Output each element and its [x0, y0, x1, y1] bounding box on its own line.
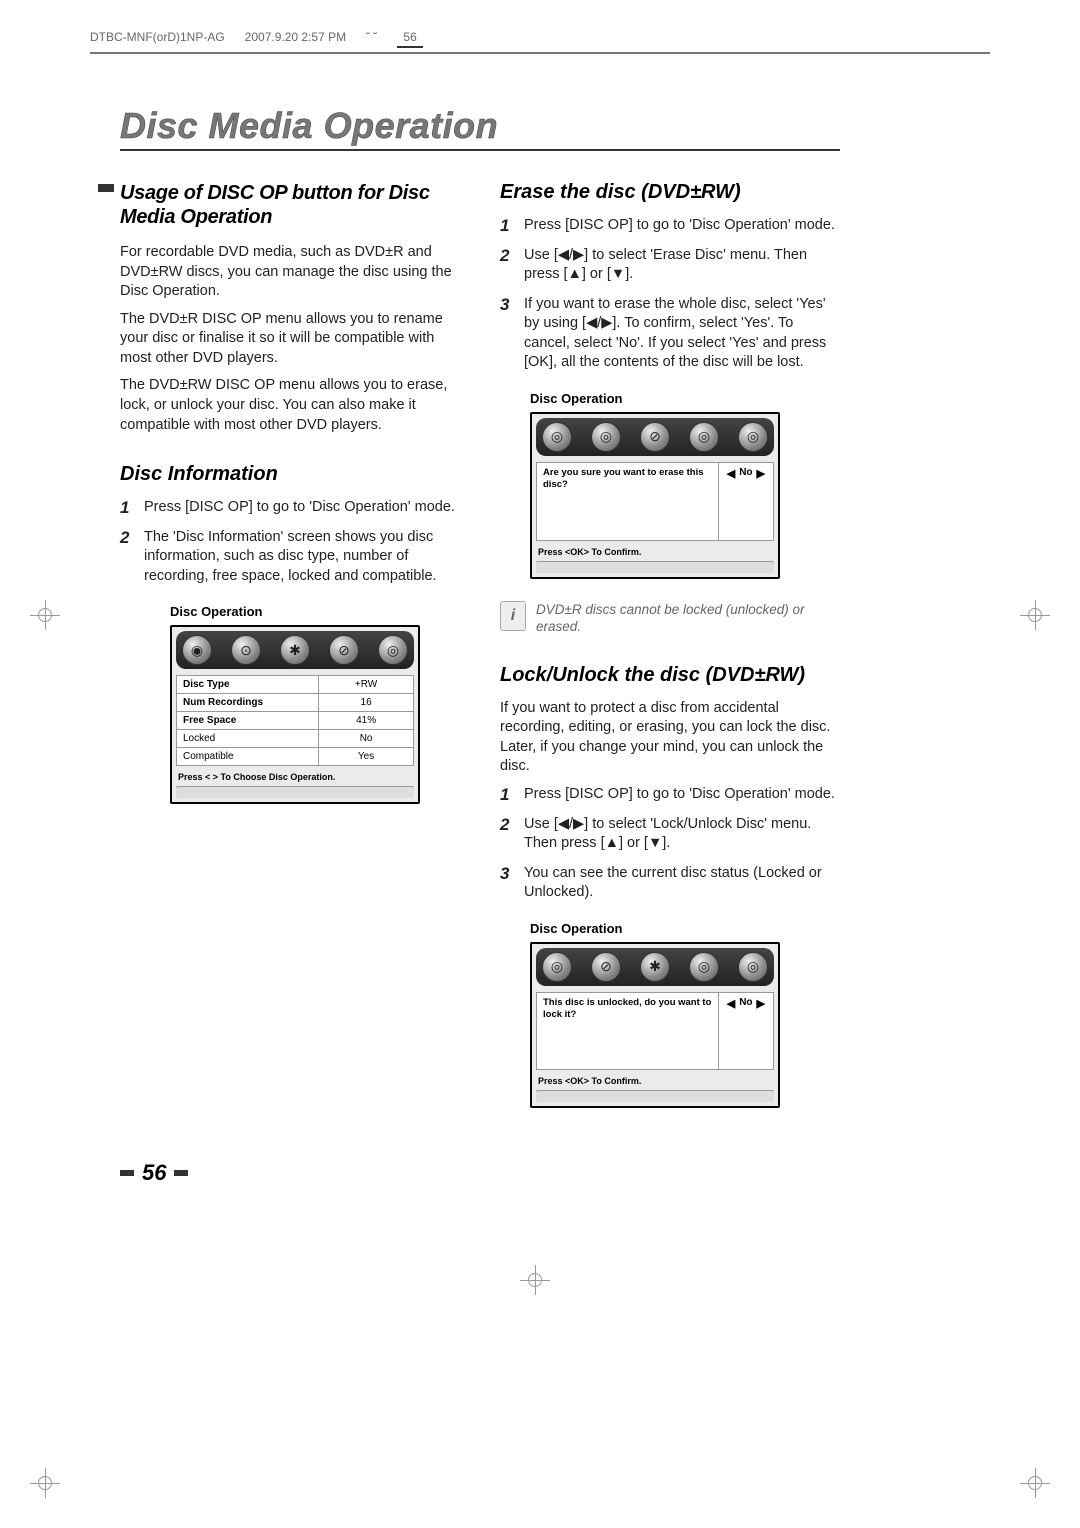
table-row: Disc Type+RW [177, 676, 414, 694]
disc-operation-panel-lock: Disc Operation ◎ ⊘ ✱ ◎ ◎ This disc is un… [530, 921, 780, 1109]
disc-op-icon: ◎ [738, 952, 768, 982]
section-title-lock: Lock/Unlock the disc (DVD±RW) [500, 664, 840, 687]
panel-footer: Press <OK> To Confirm. [536, 1070, 774, 1088]
confirm-row: Are you sure you want to erase this disc… [536, 462, 774, 541]
timestamp: 2007.9.20 2:57 PM [245, 30, 346, 44]
icon-row: ◎ ◎ ⊘ ◎ ◎ [536, 418, 774, 456]
info-icon: i [500, 601, 526, 631]
step: You can see the current disc status (Loc… [500, 864, 840, 903]
confirm-choice: ◀ No ▶ [719, 463, 773, 540]
disc-info-table: Disc Type+RW Num Recordings16 Free Space… [176, 675, 414, 766]
crop-mark [1020, 1468, 1050, 1498]
page-content: Disc Media Operation Usage of DISC OP bu… [120, 105, 840, 1108]
para: The DVD±RW DISC OP menu allows you to er… [120, 376, 460, 435]
panel-bottombar [536, 561, 774, 573]
marks: ˘ ˘ [366, 30, 377, 44]
steps-list: Press [DISC OP] to go to 'Disc Operation… [120, 498, 460, 586]
confirm-row: This disc is unlocked, do you want to lo… [536, 992, 774, 1071]
icon-row: ◉ ⊙ ✱ ⊘ ◎ [176, 631, 414, 669]
crop-mark [30, 600, 60, 630]
left-arrow-icon: ◀ [727, 997, 735, 1010]
disc-op-icon: ◎ [738, 422, 768, 452]
right-arrow-icon: ▶ [757, 997, 765, 1010]
disc-op-icon: ◎ [542, 422, 572, 452]
right-arrow-icon: ▶ [757, 467, 765, 480]
page-number: 56 [120, 1160, 188, 1186]
panel-footer: Press < > To Choose Disc Operation. [176, 766, 414, 784]
step: Use [◀/▶] to select 'Lock/Unlock Disc' m… [500, 815, 840, 854]
file-tag: DTBC-MNF(orD)1NP-AG [90, 30, 225, 44]
panel-label: Disc Operation [530, 921, 780, 936]
step: The 'Disc Information' screen shows you … [120, 528, 460, 587]
disc-lock-icon: ◎ [689, 952, 719, 982]
page-header: DTBC-MNF(orD)1NP-AG 2007.9.20 2:57 PM ˘ … [90, 30, 990, 54]
chapter-title: Disc Media Operation [120, 105, 840, 151]
table-row: LockedNo [177, 730, 414, 748]
disc-op-icon: ✱ [640, 952, 670, 982]
disc-info-icon: ◉ [182, 635, 212, 665]
panel-label: Disc Operation [170, 604, 420, 619]
disc-op-icon: ✱ [280, 635, 310, 665]
disc-op-icon: ◎ [689, 422, 719, 452]
left-arrow-icon: ◀ [727, 467, 735, 480]
steps-list: Press [DISC OP] to go to 'Disc Operation… [500, 216, 840, 373]
step: Use [◀/▶] to select 'Erase Disc' menu. T… [500, 246, 840, 285]
step: Press [DISC OP] to go to 'Disc Operation… [120, 498, 460, 518]
icon-row: ◎ ⊘ ✱ ◎ ◎ [536, 948, 774, 986]
panel-footer: Press <OK> To Confirm. [536, 541, 774, 559]
dash-icon [174, 1170, 188, 1176]
disc-erase-icon: ⊘ [640, 422, 670, 452]
dash-icon [120, 1170, 134, 1176]
step: If you want to erase the whole disc, sel… [500, 295, 840, 373]
note-text: DVD±R discs cannot be locked (unlocked) … [536, 601, 840, 636]
disc-op-icon: ◎ [542, 952, 572, 982]
disc-erase-icon: ⊙ [231, 635, 261, 665]
note-box: i DVD±R discs cannot be locked (unlocked… [500, 601, 840, 636]
panel-label: Disc Operation [530, 391, 780, 406]
steps-list: Press [DISC OP] to go to 'Disc Operation… [500, 785, 840, 903]
para: For recordable DVD media, such as DVD±R … [120, 243, 460, 302]
right-column: Erase the disc (DVD±RW) Press [DISC OP] … [500, 181, 840, 1108]
para: The DVD±R DISC OP menu allows you to ren… [120, 310, 460, 369]
section-title-usage: Usage of DISC OP button for Disc Media O… [120, 181, 460, 229]
step: Press [DISC OP] to go to 'Disc Operation… [500, 216, 840, 236]
disc-operation-panel-erase: Disc Operation ◎ ◎ ⊘ ◎ ◎ Are you sure yo… [530, 391, 780, 579]
crop-mark [30, 1468, 60, 1498]
table-row: Num Recordings16 [177, 694, 414, 712]
panel-bottombar [536, 1090, 774, 1102]
crop-mark [1020, 600, 1050, 630]
disc-lock-icon: ⊘ [329, 635, 359, 665]
table-row: Free Space41% [177, 712, 414, 730]
confirm-choice: ◀ No ▶ [719, 993, 773, 1070]
disc-op-icon: ◎ [378, 635, 408, 665]
panel-bottombar [176, 786, 414, 798]
disc-op-icon: ⊘ [591, 952, 621, 982]
disc-op-icon: ◎ [591, 422, 621, 452]
disc-operation-panel: Disc Operation ◉ ⊙ ✱ ⊘ ◎ Disc Type+RW Nu… [170, 604, 420, 804]
crop-mark [520, 1265, 550, 1295]
table-row: CompatibleYes [177, 748, 414, 766]
para: If you want to protect a disc from accid… [500, 699, 840, 777]
confirm-message: This disc is unlocked, do you want to lo… [543, 997, 711, 1020]
left-column: Usage of DISC OP button for Disc Media O… [120, 181, 460, 1108]
confirm-message: Are you sure you want to erase this disc… [543, 467, 704, 490]
header-page-num: 56 [397, 30, 422, 48]
section-title-discinfo: Disc Information [120, 463, 460, 486]
step: Press [DISC OP] to go to 'Disc Operation… [500, 785, 840, 805]
section-title-erase: Erase the disc (DVD±RW) [500, 181, 840, 204]
